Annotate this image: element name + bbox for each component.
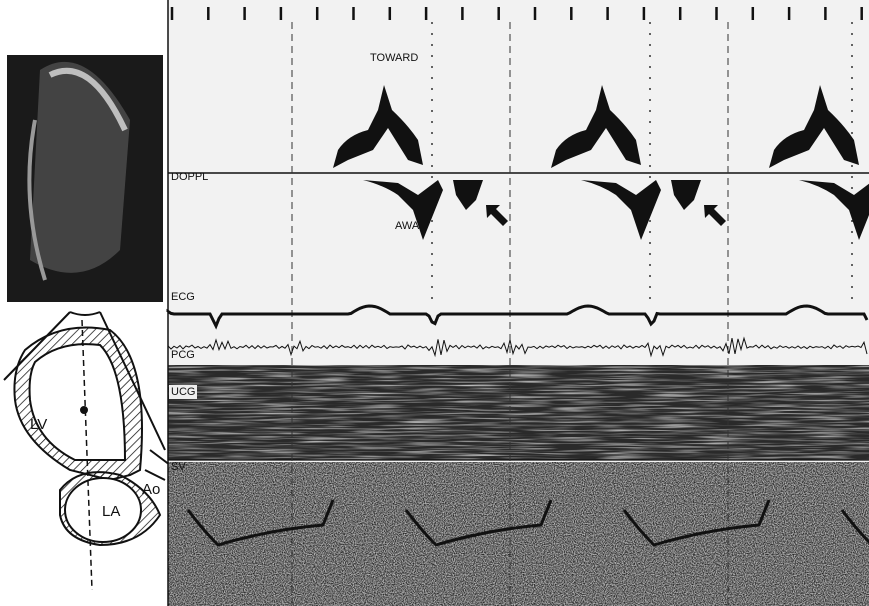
ecg-label: ECG xyxy=(171,291,195,303)
lv-label: LV xyxy=(30,416,47,433)
ucg-label: UCG xyxy=(171,386,195,398)
doppl-label: DOPPL xyxy=(171,171,208,183)
sv-speckle xyxy=(168,462,869,606)
ao-label: Ao xyxy=(142,481,160,498)
heart-diagram xyxy=(4,312,170,590)
toward-label: TOWARD xyxy=(370,52,418,64)
pcg-label: PCG xyxy=(171,349,195,361)
la-label: LA xyxy=(102,503,120,520)
ucg-echoes xyxy=(168,365,869,460)
sv-label: SV xyxy=(171,461,186,473)
